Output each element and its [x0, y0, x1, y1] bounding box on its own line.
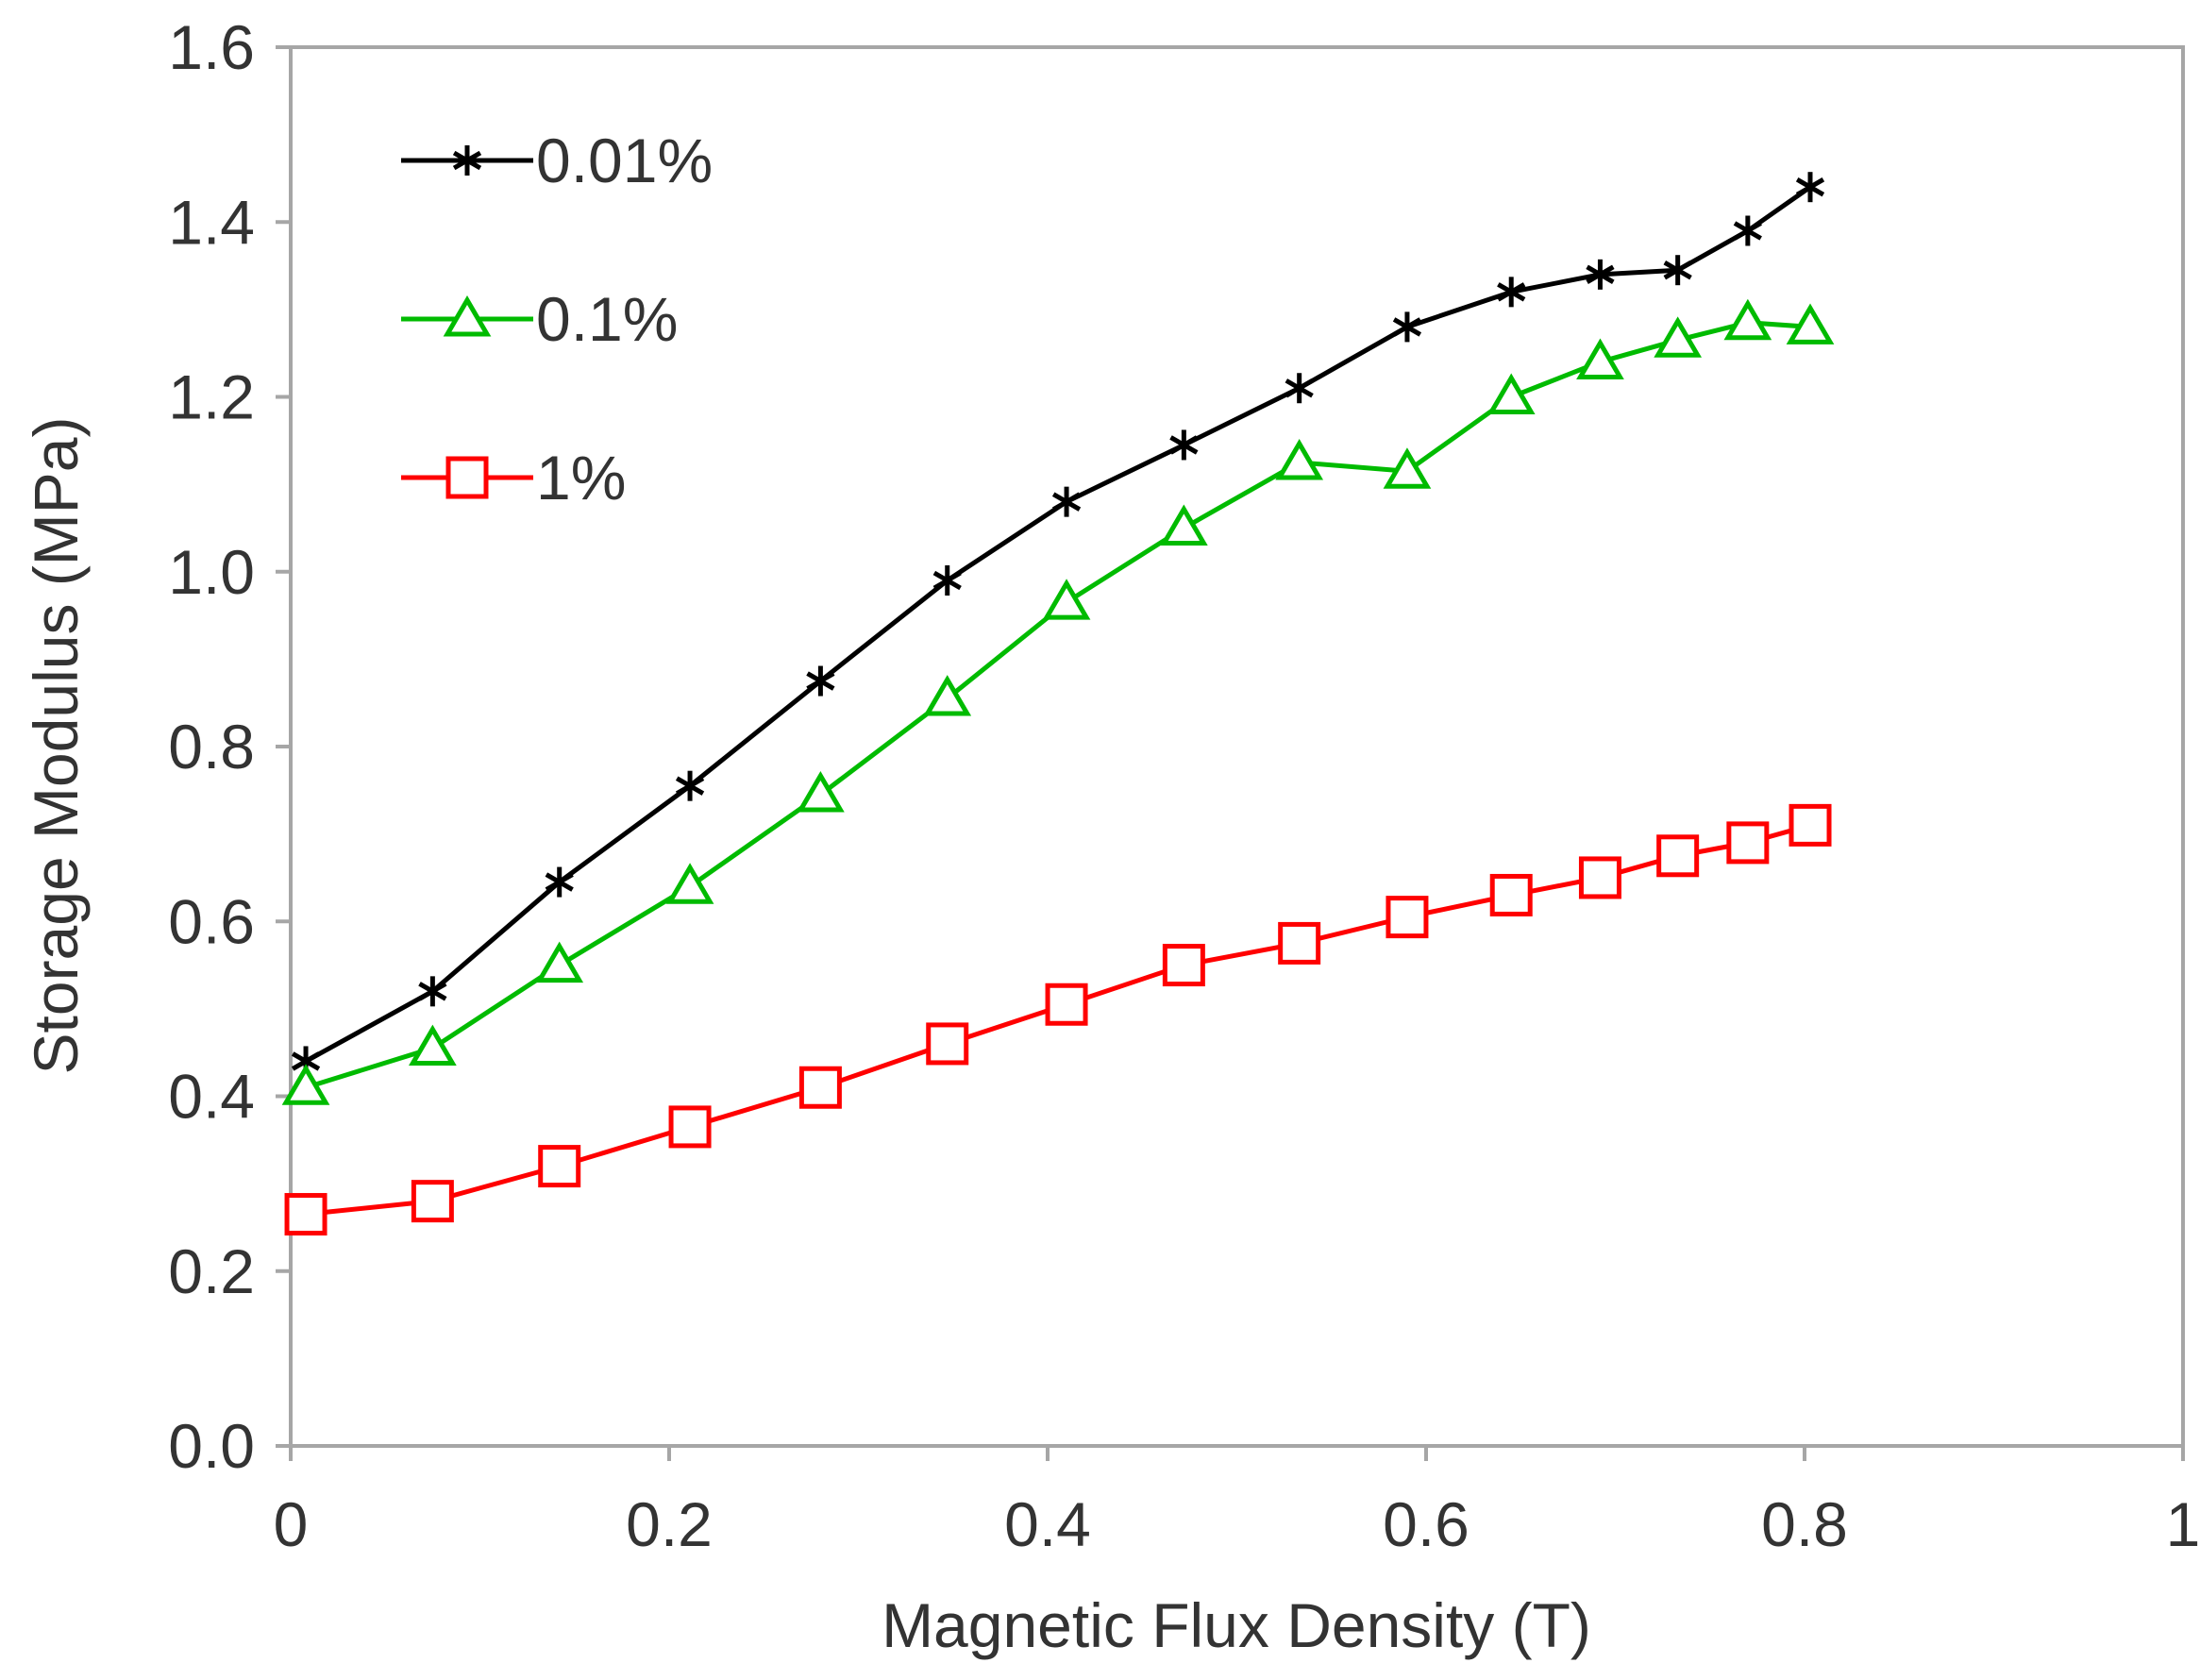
- data-point: [1733, 215, 1762, 246]
- data-point: [538, 1145, 581, 1188]
- legend-marker: [443, 295, 492, 337]
- data-point: [1795, 172, 1825, 203]
- data-point: [409, 1024, 457, 1067]
- y-axis: 0.0 0.2 0.4 0.6 0.8 1.0 1.2 1.4 1.6: [168, 12, 291, 1481]
- data-point: [1285, 373, 1314, 404]
- data-point: [797, 770, 845, 813]
- data-point: [1576, 338, 1624, 379]
- legend-marker: [452, 145, 482, 176]
- data-point: [1486, 373, 1536, 414]
- data-point: [1786, 303, 1835, 344]
- legend-label: 1%: [536, 443, 626, 512]
- data-point: [1278, 921, 1321, 965]
- data-point: [545, 866, 574, 898]
- data-point: [418, 976, 447, 1007]
- data-point: [675, 770, 705, 801]
- data-point: [932, 565, 962, 596]
- data-point: [535, 941, 584, 983]
- data-point: [1392, 311, 1422, 343]
- data-point: [1162, 944, 1205, 987]
- x-axis-title: Magnetic Flux Density (T): [882, 1590, 1591, 1660]
- data-point: [1723, 298, 1772, 341]
- data-point: [1169, 429, 1199, 461]
- plot-area: [289, 45, 2185, 1448]
- legend-item: 0.01%: [401, 126, 713, 195]
- data-point: [1051, 486, 1082, 517]
- data-point: [1489, 873, 1533, 916]
- y-tick-label: 1.4: [168, 187, 255, 257]
- data-point: [668, 1105, 712, 1149]
- data-point: [1045, 983, 1088, 1026]
- data-point: [1726, 821, 1770, 865]
- data-point: [411, 1180, 454, 1223]
- data-point: [1663, 255, 1692, 286]
- data-point: [1160, 504, 1208, 546]
- x-tick-label: 0: [274, 1489, 309, 1559]
- y-tick-label: 0.6: [168, 886, 255, 956]
- x-tick-label: 0.2: [626, 1489, 713, 1559]
- data-point: [1586, 259, 1615, 290]
- data-point: [1042, 579, 1091, 620]
- data-point: [1578, 856, 1621, 899]
- legend: 0.01% 0.1% 1%: [401, 126, 713, 512]
- y-tick-label: 1.0: [168, 537, 255, 607]
- data-point: [806, 665, 835, 697]
- data-point: [1789, 803, 1832, 847]
- y-tick-label: 0.2: [168, 1236, 255, 1306]
- data-point: [1654, 316, 1703, 358]
- x-tick-label: 0.6: [1383, 1489, 1469, 1559]
- data-point: [923, 675, 972, 716]
- data-point: [798, 1066, 842, 1109]
- y-tick-label: 0.8: [168, 712, 255, 781]
- data-point: [1385, 896, 1429, 939]
- data-point: [284, 1193, 327, 1236]
- y-tick-label: 0.4: [168, 1062, 255, 1132]
- legend-item: 1%: [401, 443, 626, 512]
- legend-label: 0.01%: [536, 126, 713, 195]
- series-1%: [284, 803, 1832, 1236]
- x-tick-label: 0.8: [1761, 1489, 1848, 1559]
- y-tick-label: 1.2: [168, 362, 255, 432]
- data-point: [281, 1064, 330, 1105]
- data-point: [1497, 277, 1526, 308]
- data-point: [1656, 834, 1700, 878]
- legend-label: 0.1%: [536, 284, 678, 354]
- x-axis: 0 0.2 0.4 0.6 0.8 1: [274, 1446, 2200, 1559]
- series-0.1%: [281, 298, 1835, 1105]
- series-layer: [281, 172, 1835, 1236]
- legend-item: 0.1%: [401, 284, 678, 354]
- data-point: [1383, 447, 1432, 489]
- y-axis-title: Storage Modulus (MPa): [21, 417, 91, 1075]
- data-point: [1275, 439, 1324, 480]
- y-tick-label: 0.0: [168, 1411, 255, 1481]
- x-tick-label: 0.4: [1004, 1489, 1091, 1559]
- data-point: [665, 863, 714, 904]
- series-0.01%: [291, 172, 1825, 1077]
- y-tick-label: 1.6: [168, 12, 255, 82]
- legend-marker: [445, 456, 489, 499]
- data-point: [926, 1022, 969, 1066]
- x-tick-label: 1: [2166, 1489, 2200, 1559]
